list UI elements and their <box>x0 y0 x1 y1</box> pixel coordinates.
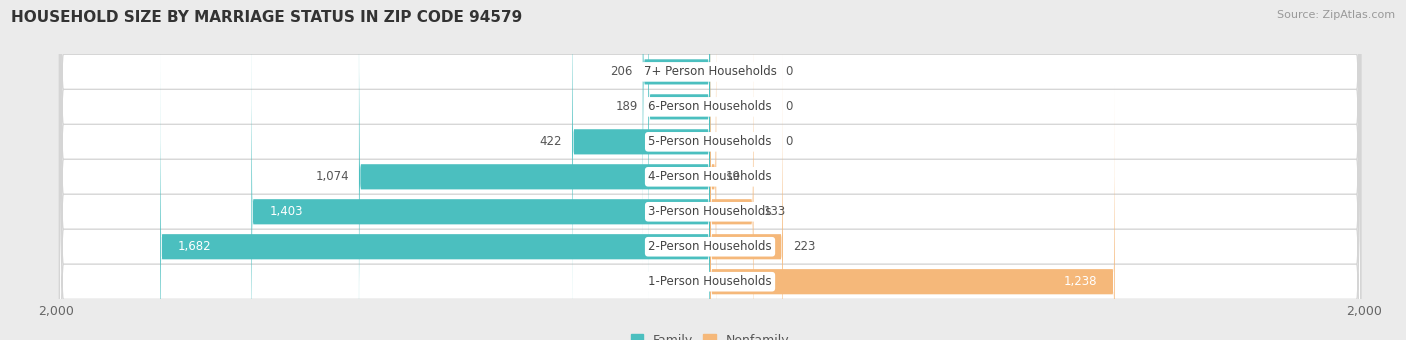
Text: 189: 189 <box>616 100 638 113</box>
FancyBboxPatch shape <box>648 0 710 304</box>
FancyBboxPatch shape <box>59 0 1361 340</box>
Text: 5-Person Households: 5-Person Households <box>648 135 772 148</box>
Text: 0: 0 <box>785 135 793 148</box>
FancyBboxPatch shape <box>572 0 710 339</box>
Text: 422: 422 <box>540 135 562 148</box>
FancyBboxPatch shape <box>710 15 754 340</box>
Text: 3-Person Households: 3-Person Households <box>648 205 772 218</box>
FancyBboxPatch shape <box>643 0 710 269</box>
FancyBboxPatch shape <box>59 0 1361 340</box>
FancyBboxPatch shape <box>359 0 710 340</box>
FancyBboxPatch shape <box>59 0 1361 340</box>
Text: 1,238: 1,238 <box>1063 275 1097 288</box>
FancyBboxPatch shape <box>710 0 716 340</box>
FancyBboxPatch shape <box>59 0 1361 340</box>
Text: Source: ZipAtlas.com: Source: ZipAtlas.com <box>1277 10 1395 20</box>
Text: 6-Person Households: 6-Person Households <box>648 100 772 113</box>
Text: 0: 0 <box>785 65 793 79</box>
Text: 0: 0 <box>785 100 793 113</box>
FancyBboxPatch shape <box>252 15 710 340</box>
Text: HOUSEHOLD SIZE BY MARRIAGE STATUS IN ZIP CODE 94579: HOUSEHOLD SIZE BY MARRIAGE STATUS IN ZIP… <box>11 10 523 25</box>
Legend: Family, Nonfamily: Family, Nonfamily <box>631 334 789 340</box>
FancyBboxPatch shape <box>59 0 1361 340</box>
FancyBboxPatch shape <box>710 84 1115 340</box>
FancyBboxPatch shape <box>59 0 1361 340</box>
Text: 1,074: 1,074 <box>315 170 349 183</box>
Text: 1-Person Households: 1-Person Households <box>648 275 772 288</box>
FancyBboxPatch shape <box>710 50 783 340</box>
Text: 7+ Person Households: 7+ Person Households <box>644 65 776 79</box>
Text: 1,403: 1,403 <box>270 205 302 218</box>
Text: 1,682: 1,682 <box>179 240 212 253</box>
Text: 133: 133 <box>763 205 786 218</box>
Text: 206: 206 <box>610 65 633 79</box>
Text: 2-Person Households: 2-Person Households <box>648 240 772 253</box>
Text: 223: 223 <box>793 240 815 253</box>
FancyBboxPatch shape <box>160 50 710 340</box>
FancyBboxPatch shape <box>59 0 1361 340</box>
Text: 19: 19 <box>725 170 741 183</box>
Text: 4-Person Households: 4-Person Households <box>648 170 772 183</box>
